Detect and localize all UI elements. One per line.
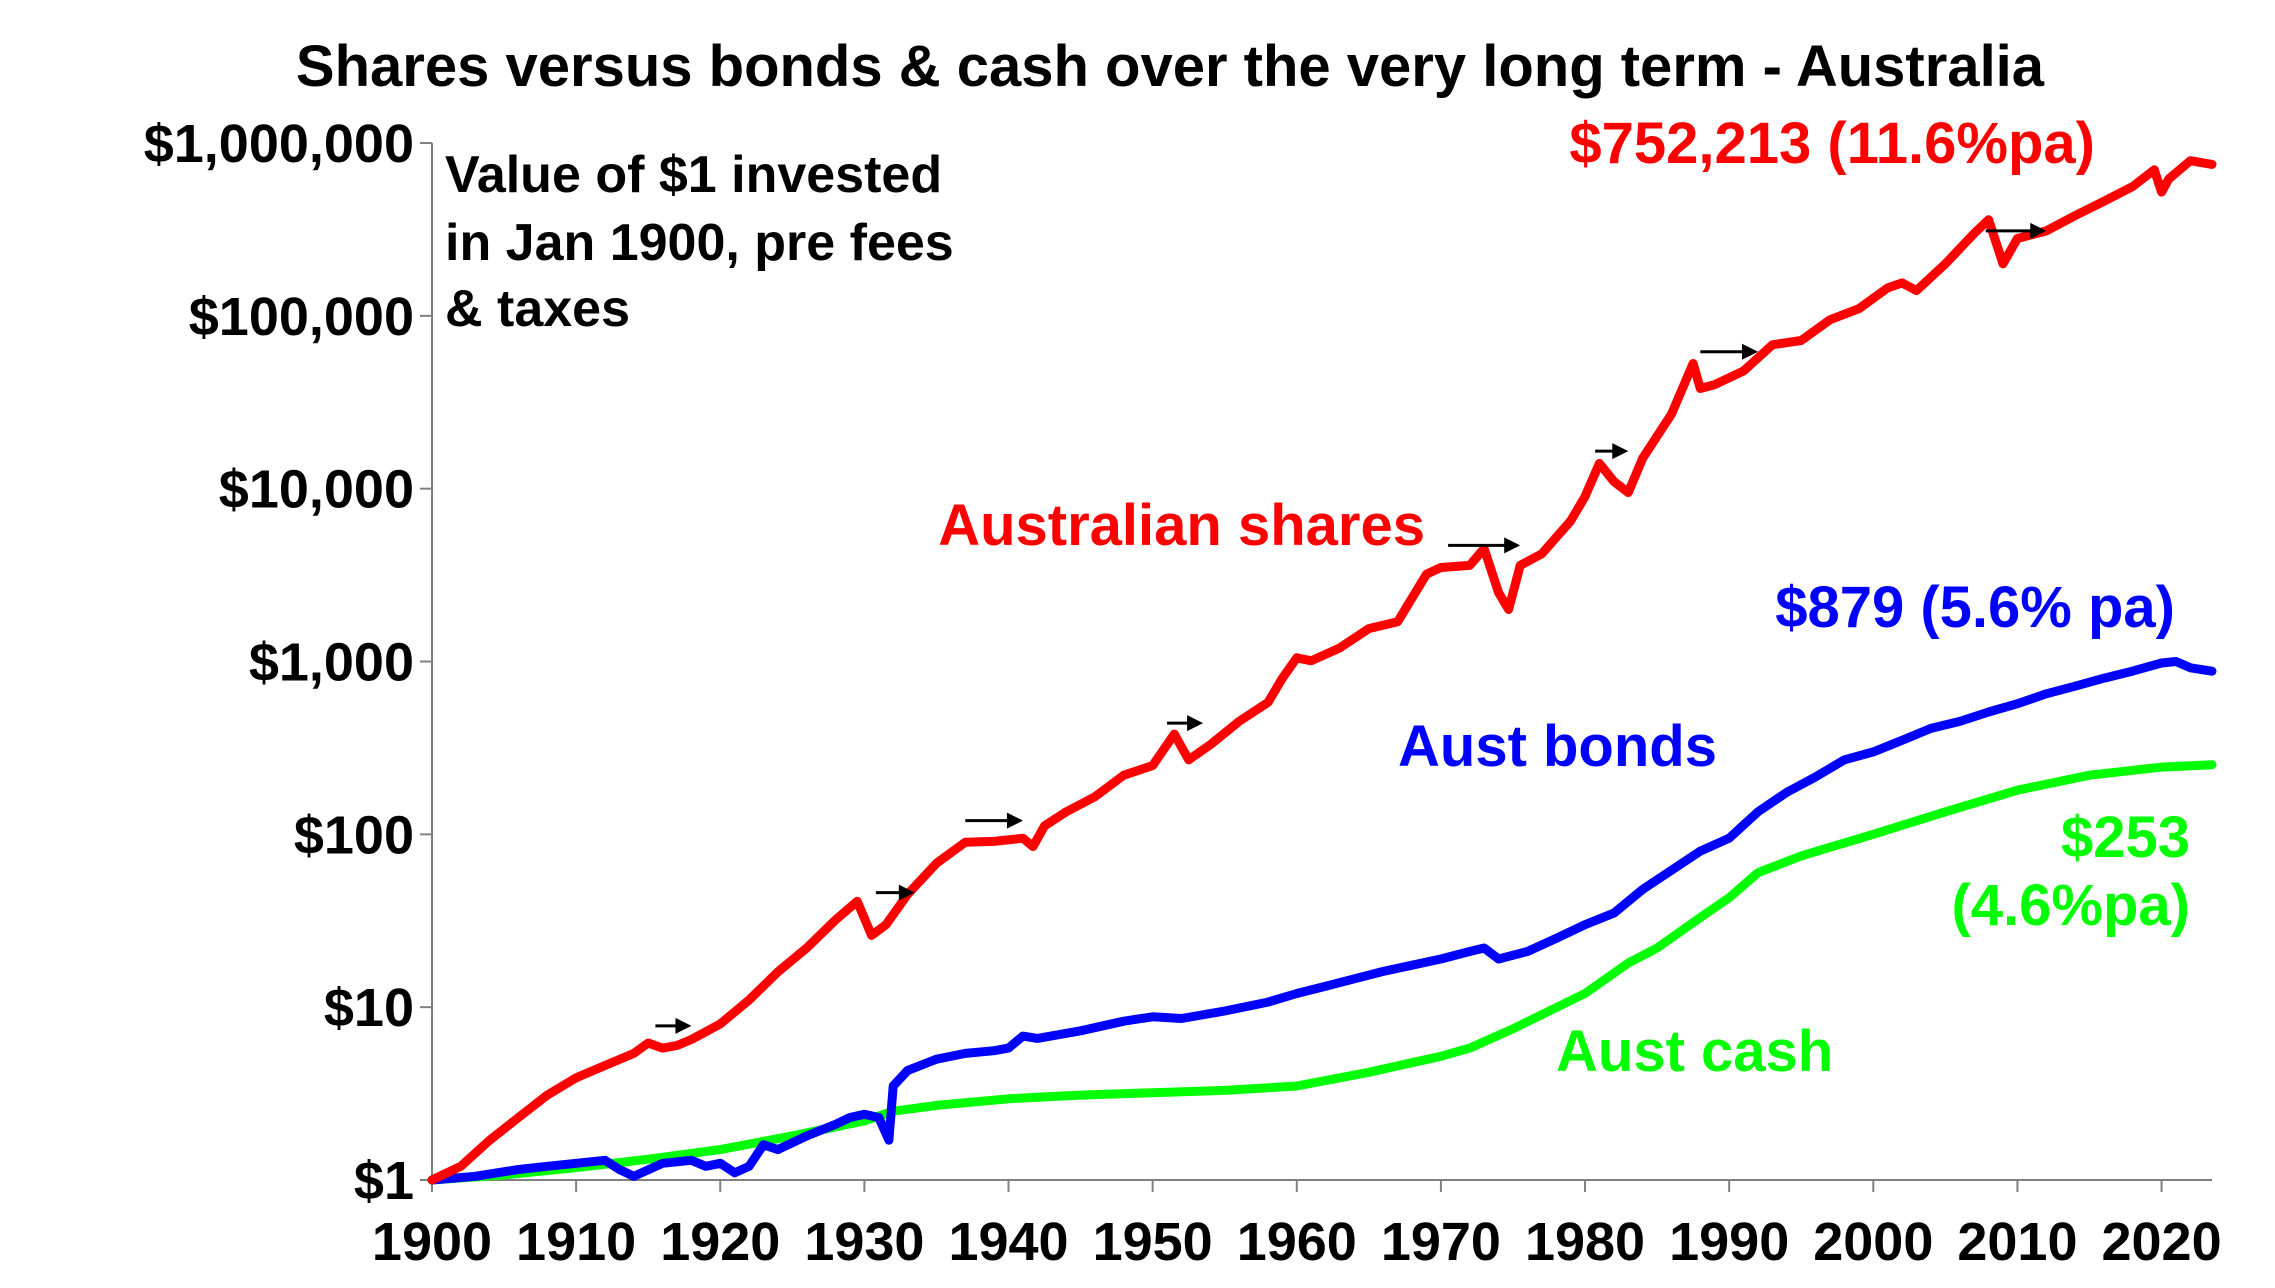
annotation-line-2: in Jan 1900, pre fees [445, 214, 954, 272]
annotation-line-1: Value of $1 invested [445, 146, 942, 204]
label-australian-shares: Australian shares [938, 493, 1425, 558]
y-tick-label: $1 [354, 1151, 414, 1211]
trend-arrows [655, 222, 2047, 1034]
y-tick-label: $1,000 [249, 633, 414, 693]
label-cash-end-value: $253 [2061, 805, 2190, 870]
series-line-aust-cash [427, 760, 2217, 1185]
y-tick-label: $100,000 [189, 287, 414, 347]
chart-title: Shares versus bonds & cash over the very… [296, 34, 2045, 99]
label-cash-end-rate: (4.6%pa) [1951, 873, 2190, 938]
trend-arrow-head [1741, 343, 1758, 360]
x-tick-label: 1910 [516, 1212, 636, 1272]
trend-arrow-head [1006, 812, 1023, 829]
x-tick-label: 1960 [1237, 1212, 1357, 1272]
label-bonds-end-value: $879 (5.6% pa) [1775, 575, 2175, 640]
x-tick-label: 2010 [1957, 1212, 2077, 1272]
trend-arrow-head [898, 884, 915, 901]
y-tick-label: $10,000 [219, 460, 414, 520]
x-axis-ticks: 1900 1910 1920 1930 1940 1950 1960 1970 1980 1990… [372, 1180, 2222, 1272]
x-tick-label: 1930 [804, 1212, 924, 1272]
trend-arrow-head [1504, 537, 1521, 554]
trend-arrow-head [2030, 222, 2047, 239]
x-tick-label: 1920 [660, 1212, 780, 1272]
y-axis-ticks: $1 $10 $100 $1,000 $10,000 $100,000 $1,000,000 [144, 114, 432, 1211]
label-aust-cash: Aust cash [1556, 1019, 1833, 1084]
x-tick-label: 1900 [372, 1212, 492, 1272]
label-aust-bonds: Aust bonds [1398, 714, 1717, 779]
x-tick-label: 1980 [1525, 1212, 1645, 1272]
series-lines [427, 156, 2217, 1185]
series-line-australian-shares [427, 156, 2217, 1185]
series-labels: Australian shares $752,213 (11.6%pa) Aus… [938, 111, 2190, 1084]
x-tick-label: 2000 [1813, 1212, 1933, 1272]
x-tick-label: 1940 [948, 1212, 1068, 1272]
x-tick-label: 1950 [1093, 1212, 1213, 1272]
annotation-line-3: & taxes [445, 280, 630, 338]
y-tick-label: $100 [294, 805, 414, 865]
y-tick-label: $1,000,000 [144, 114, 414, 174]
series-line-aust-bonds [427, 657, 2217, 1185]
y-tick-label: $10 [324, 978, 414, 1038]
trend-arrow-head [1612, 443, 1629, 460]
axes [431, 143, 2212, 1181]
x-tick-label: 2020 [2101, 1212, 2221, 1272]
label-shares-end-value: $752,213 (11.6%pa) [1569, 111, 2095, 176]
trend-arrow-head [1187, 715, 1204, 732]
annotation: Value of $1 invested in Jan 1900, pre fe… [445, 146, 954, 338]
x-tick-label: 1970 [1381, 1212, 1501, 1272]
trend-arrow-head [675, 1017, 692, 1034]
x-tick-label: 1990 [1669, 1212, 1789, 1272]
